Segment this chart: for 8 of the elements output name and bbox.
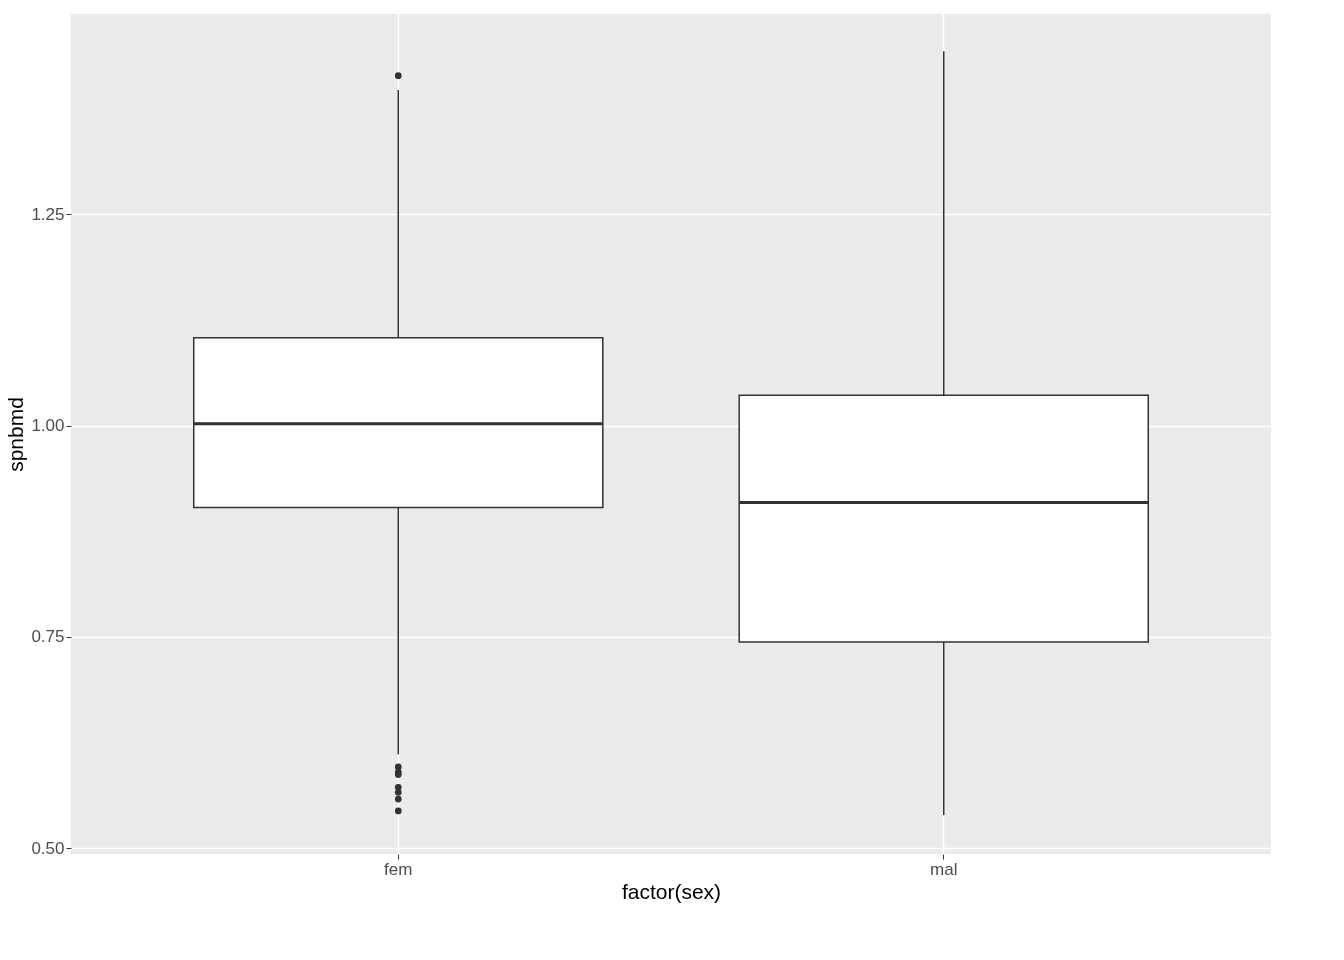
y-tick-label: 1.00: [31, 416, 65, 436]
y-tick-label: 0.75: [31, 627, 65, 647]
x-tick-label: fem: [384, 859, 413, 879]
y-axis-title: spnbmd: [4, 397, 28, 472]
x-axis-title: factor(sex): [621, 879, 722, 903]
y-tick-label: 1.25: [31, 204, 65, 224]
x-tick-label: mal: [930, 859, 958, 879]
y-tick-label: 0.50: [31, 838, 65, 858]
